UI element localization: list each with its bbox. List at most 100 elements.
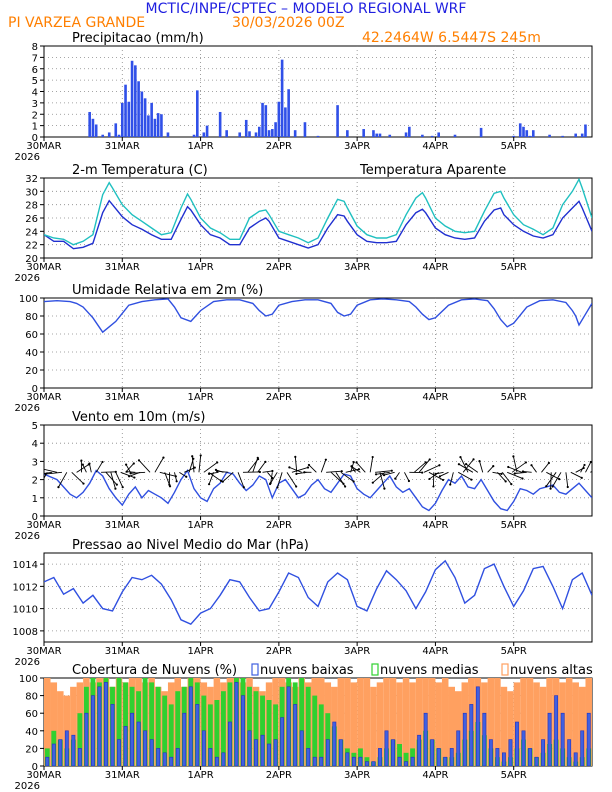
precip-bar — [372, 130, 375, 137]
humidity-panel: 0 20 40 60 80 100 30MAR 31MAR 1APR 2APR 3APR 4APR 5A… — [15, 283, 593, 414]
cloud-bar-nuvens-medias — [253, 691, 259, 766]
cloud-bar-nuvens-baixas — [475, 686, 480, 766]
temperature-frame — [43, 177, 593, 259]
clouds-legend: nuvens baixas nuvens medias nuvens altas — [251, 663, 593, 678]
cloud-bar-nuvens-altas — [389, 678, 397, 766]
precip-xtick-label: 30MAR — [26, 141, 61, 152]
wind-barb — [252, 457, 259, 473]
cloud-bar-nuvens-altas — [500, 686, 508, 766]
cloud-bar-nuvens-baixas — [136, 721, 141, 766]
precip-bar — [150, 102, 153, 137]
cloud-bar-nuvens-medias — [260, 695, 265, 766]
wind-barb — [89, 463, 92, 473]
clouds-year-label: 2026 — [15, 781, 40, 792]
wind-xtick-label: 31MAR — [105, 520, 140, 531]
wind-barb — [110, 472, 116, 489]
precip-xtick-label: 1APR — [187, 141, 213, 152]
cloud-bar-nuvens-baixas — [417, 734, 422, 766]
cloud-bar-nuvens-altas — [520, 678, 527, 766]
cloud-bar-nuvens-baixas — [515, 721, 519, 766]
cloud-bar-nuvens-baixas — [58, 739, 63, 766]
wind-barb — [439, 471, 449, 477]
wind-barb-head — [258, 470, 262, 474]
precip-xtick-label: 31MAR — [105, 141, 140, 152]
wind-barb — [369, 456, 374, 473]
cloud-bar-nuvens-baixas — [97, 686, 102, 766]
wind-barb-head — [101, 460, 104, 464]
wind-barb-head — [390, 469, 393, 472]
legend-label-0: nuvens baixas — [260, 663, 354, 678]
cloud-bar-nuvens-baixas — [410, 756, 415, 766]
wind-barb — [237, 472, 245, 488]
cloud-bar-nuvens-baixas — [45, 756, 50, 766]
cloud-bar-nuvens-altas — [402, 678, 410, 766]
cloud-bar-nuvens-baixas — [273, 739, 278, 766]
wind-barb-head — [432, 485, 435, 488]
header-title: MCTIC/INPE/CPTEC – MODELO REGIONAL WRF — [146, 1, 467, 17]
clouds-ytick-label: 40 — [25, 727, 38, 738]
humidity-year-label: 2026 — [15, 403, 40, 414]
wind-barb — [511, 462, 527, 473]
wind-barb — [82, 464, 87, 473]
wind-barb-head — [276, 486, 279, 489]
wind-barb-head — [80, 459, 83, 462]
temperature-year-label: 2026 — [15, 273, 40, 284]
temperature-xtick-label: 31MAR — [105, 262, 140, 273]
wind-barb-head — [438, 475, 442, 478]
wind-barb-head — [271, 469, 274, 473]
wind-barb-head — [294, 455, 297, 458]
pressure-xtick-label: 4APR — [422, 646, 448, 657]
wind-ytick-label: 1 — [32, 494, 38, 505]
cloud-bar-nuvens-baixas — [580, 730, 585, 766]
wind-barb — [115, 472, 124, 488]
wind-barb-head — [295, 485, 298, 488]
wind-ytick-label: 3 — [32, 457, 38, 468]
pressure-title: Pressao ao Nivel Medio do Mar (hPa) — [72, 538, 309, 553]
pressure-frame — [43, 552, 593, 643]
cloud-bar-nuvens-baixas — [391, 739, 395, 766]
precip-bar — [528, 135, 532, 137]
cloud-bar-nuvens-medias — [403, 752, 409, 766]
wind-barb-head — [504, 480, 507, 483]
wind-barb — [460, 456, 469, 473]
humidity-data — [44, 298, 592, 334]
cloud-bar-nuvens-baixas — [443, 756, 448, 766]
precip-bar — [378, 133, 382, 137]
cloud-bar-nuvens-baixas — [319, 756, 324, 766]
wind-barb — [514, 471, 527, 474]
wind-barb-head — [344, 485, 347, 488]
temperature-xtick-label: 30MAR — [26, 262, 61, 273]
cloud-bar-nuvens-baixas — [495, 748, 500, 766]
pressure-xtick-label: 31MAR — [105, 646, 140, 657]
wind-barb-head — [44, 472, 47, 476]
wind-barb — [570, 471, 582, 479]
wind-barb — [76, 464, 89, 473]
cloud-bar-nuvens-medias — [149, 682, 155, 766]
precip-bar — [548, 134, 551, 137]
wind-barb-head — [185, 475, 188, 478]
humidity-xtick-label: 2APR — [266, 392, 292, 403]
cloud-bar-nuvens-altas — [57, 691, 64, 766]
wind-barb — [413, 461, 427, 473]
precip-bar — [248, 131, 251, 137]
cloud-bar-nuvens-baixas — [247, 730, 252, 766]
precip-bar — [94, 124, 98, 137]
precip-xtick-label: 3APR — [344, 141, 370, 152]
precip-bar — [584, 124, 587, 137]
humidity-ytick-label: 100 — [19, 294, 38, 305]
legend-swatch-1 — [371, 663, 379, 676]
wind-barb-head — [459, 456, 462, 459]
clouds-xtick-label: 30MAR — [26, 770, 61, 781]
wind-xtick-label: 3APR — [344, 520, 370, 531]
precip-ytick-label: 0 — [32, 133, 38, 144]
wind-barb-head — [242, 486, 245, 489]
cloud-bar-nuvens-baixas — [528, 748, 532, 766]
cloud-bar-nuvens-baixas — [71, 734, 76, 766]
precip-bar — [120, 102, 124, 137]
wind-barb — [257, 461, 266, 473]
cloud-bar-nuvens-baixas — [560, 712, 565, 766]
precip-bar — [166, 132, 170, 137]
wind-barb — [423, 464, 440, 473]
wind-barb-head — [191, 455, 194, 458]
